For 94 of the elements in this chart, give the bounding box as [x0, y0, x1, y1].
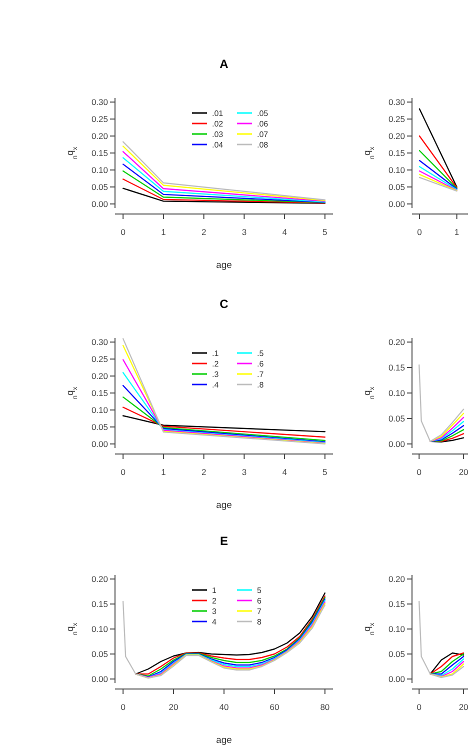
y-tick-label: 0.30	[388, 97, 406, 108]
legend-label: .07	[257, 130, 269, 139]
line-series	[418, 364, 464, 442]
x-tick-label: 0	[120, 467, 126, 477]
legend-label: .04	[212, 140, 224, 150]
y-tick-label: 0.00	[388, 198, 406, 209]
legend-label: 1	[212, 586, 217, 595]
legend-label: 8	[257, 617, 262, 626]
legend-label: .05	[257, 108, 269, 118]
x-tick-label: 2	[201, 467, 206, 477]
legend-label: 3	[212, 606, 217, 616]
x-tick-label: 0	[120, 702, 126, 712]
legend-label: .1	[212, 348, 220, 358]
y-tick-label: 0.20	[91, 371, 108, 381]
y-tick-label: 0.10	[91, 404, 108, 415]
y-tick-label: 0.20	[91, 131, 108, 141]
legend-label: .3	[212, 370, 220, 379]
x-tick-label: 20	[458, 702, 469, 712]
y-tick-label: 0.00	[91, 674, 108, 684]
y-tick-label: 0.10	[388, 624, 406, 634]
y-tick-label: 0.15	[388, 598, 406, 609]
y-tick-label: 0.20	[91, 574, 108, 584]
x-tick-label: 40	[219, 702, 229, 712]
x-tick-label: 0	[416, 702, 422, 712]
y-tick-label: 0.05	[91, 182, 108, 192]
legend-label: 7	[257, 606, 262, 616]
y-tick-label: 0.05	[91, 648, 108, 659]
legend-label: .8	[257, 380, 264, 390]
legend-label: .01	[212, 108, 224, 118]
y-tick-label: 0.00	[388, 438, 406, 449]
legend-label: 6	[257, 596, 262, 606]
y-tick-label: 0.05	[388, 648, 406, 659]
y-tick-label: 0.20	[388, 131, 406, 141]
y-tick-label: 0.15	[91, 148, 108, 158]
x-tick-label: 5	[322, 467, 328, 477]
y-tick-label: 0.20	[388, 574, 406, 584]
y-tick-label: 0.15	[91, 388, 108, 398]
x-tick-label: 0	[120, 227, 126, 237]
x-tick-label: 0	[416, 467, 422, 477]
y-tick-label: 0.05	[388, 413, 406, 424]
line-series	[430, 424, 464, 442]
x-tick-label: 4	[282, 467, 288, 477]
y-tick-label: 0.10	[388, 164, 406, 175]
x-axis-title: age	[216, 500, 232, 511]
x-tick-label: 1	[454, 227, 460, 237]
y-tick-label: 0.05	[388, 182, 406, 192]
y-tick-label: 0.25	[388, 114, 406, 124]
legend-label: .2	[212, 359, 220, 368]
y-tick-label: 0.05	[91, 422, 108, 432]
x-tick-label: 20	[168, 702, 179, 712]
x-axis-title: age	[216, 260, 232, 271]
x-tick-label: 1	[161, 467, 166, 477]
y-tick-label: 0.10	[91, 164, 108, 175]
x-tick-label: 1	[161, 227, 166, 237]
y-tick-label: 0.15	[388, 148, 406, 158]
y-tick-label: 0.30	[91, 97, 108, 108]
legend-label: .6	[257, 359, 264, 368]
y-tick-label: 0.20	[388, 337, 406, 348]
legend-label: .06	[257, 119, 269, 128]
y-tick-label: 0.00	[91, 198, 108, 209]
x-tick-label: 5	[322, 227, 328, 237]
x-tick-label: 20	[458, 467, 469, 477]
legend-label: 4	[212, 617, 217, 626]
y-tick-label: 0.15	[388, 362, 406, 373]
x-axis-title: age	[216, 735, 232, 746]
line-series	[430, 420, 464, 442]
line-series	[430, 429, 464, 442]
y-tick-label: 0.10	[91, 624, 108, 634]
chart-title: C	[220, 297, 229, 311]
y-tick-label: 0.10	[388, 388, 406, 398]
x-tick-label: 60	[270, 702, 280, 712]
x-tick-label: 4	[282, 227, 288, 237]
x-tick-label: 2	[201, 227, 206, 237]
x-tick-label: 3	[242, 467, 247, 477]
legend-label: .7	[257, 370, 264, 379]
x-tick-label: 3	[242, 227, 247, 237]
x-tick-label: 80	[320, 702, 330, 712]
chart-title: E	[220, 534, 228, 548]
y-tick-label: 0.25	[91, 114, 108, 124]
legend-label: 5	[257, 586, 262, 595]
legend-label: .02	[212, 119, 224, 128]
legend-label: 2	[212, 596, 217, 606]
y-tick-label: 0.30	[91, 337, 108, 348]
chart-title: A	[220, 57, 229, 71]
y-tick-label: 0.00	[388, 674, 406, 684]
legend-label: .08	[257, 140, 269, 150]
legend-label: .4	[212, 380, 220, 390]
legend-label: .5	[257, 348, 264, 358]
y-tick-label: 0.25	[91, 354, 108, 364]
line-series	[418, 600, 464, 678]
x-tick-label: 0	[417, 227, 422, 237]
legend-label: .03	[212, 130, 224, 139]
y-tick-label: 0.00	[91, 438, 108, 449]
y-tick-label: 0.15	[91, 598, 108, 609]
